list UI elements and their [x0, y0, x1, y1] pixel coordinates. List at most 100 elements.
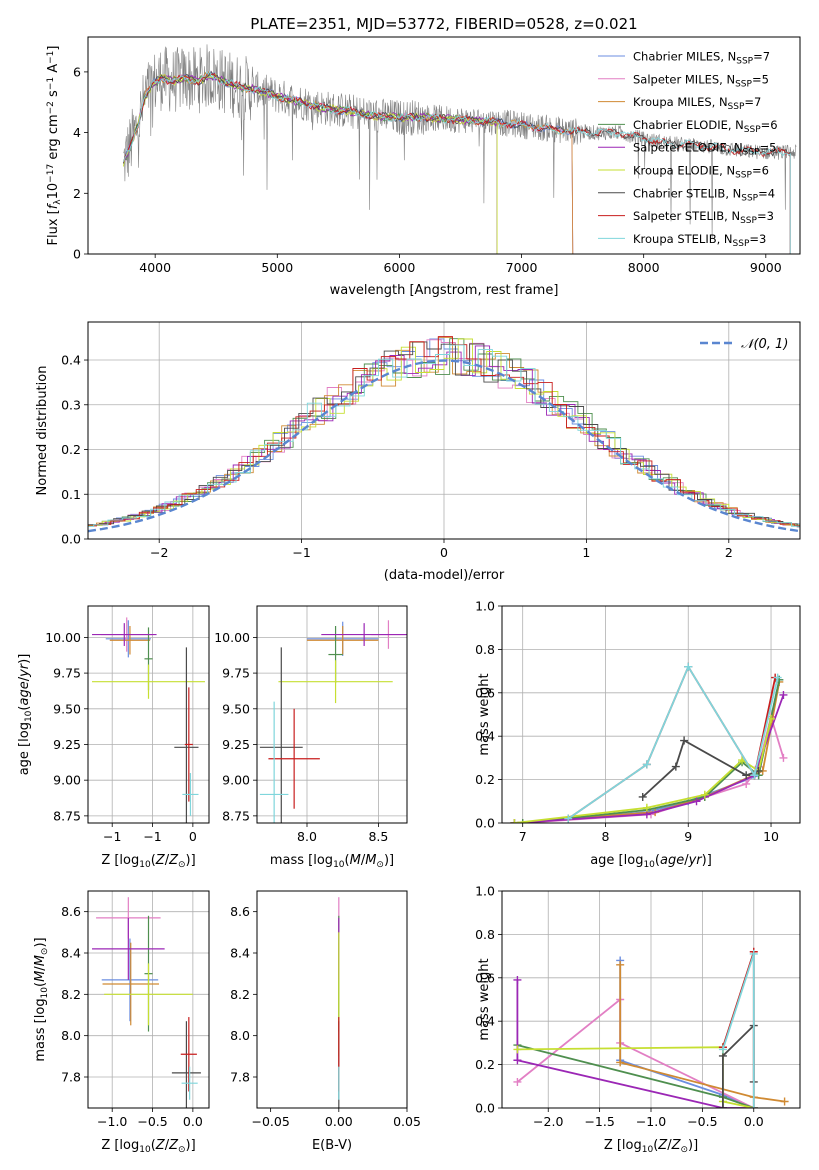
y-tick-label: 9.00 [53, 773, 81, 788]
x-tick-label: 0.00 [325, 1114, 353, 1129]
weight-line [517, 1044, 755, 1108]
y-tick-label: 10.00 [45, 630, 81, 645]
legend-label: Salpeter ELODIE, NSSP=5 [633, 141, 776, 158]
weight-marker [513, 1045, 522, 1054]
x-tick-label: −2.0 [533, 1114, 563, 1129]
weight-marker [779, 690, 788, 699]
spectrum-plot-area [123, 44, 797, 254]
y-tick-label: 1.0 [475, 599, 495, 614]
y-tick-label: 7.8 [61, 1070, 81, 1085]
axes-frame [256, 605, 408, 824]
weight-marker [718, 1045, 727, 1054]
y-tick-label: 9.25 [53, 737, 81, 752]
x-axis-label: Z [log10(Z/Z⊙)] [101, 853, 195, 870]
model-spectrum [123, 72, 791, 254]
y-tick-label: 0.0 [61, 532, 81, 547]
y-axis-label: Normed distribution [35, 366, 50, 496]
x-tick-label: −0.5 [137, 1114, 167, 1129]
axes-frame [87, 605, 210, 824]
model-spectrum [123, 70, 791, 254]
axes-frame [87, 321, 801, 540]
legend-label: 𝒩(0, 1) [741, 337, 788, 352]
x-tick-label: 0 [440, 545, 448, 560]
y-tick-label: 9.25 [222, 737, 250, 752]
y-tick-label: 9.75 [222, 666, 250, 681]
axes-frame [501, 605, 801, 824]
y-axis-label: Flux [fλ10−17 erg cm−2 s−1 A−1] [46, 46, 63, 246]
y-axis-label: mass [log10(M/M⊙)] [33, 937, 50, 1061]
y-tick-label: 0.4 [475, 1014, 495, 1029]
weight-marker [616, 1058, 625, 1067]
y-tick-label: 8.2 [61, 987, 81, 1002]
weight-line [619, 964, 785, 1103]
legend-label: Kroupa MILES, NSSP=7 [633, 95, 761, 112]
weight-line [567, 664, 779, 820]
y-tick-label: 1.0 [475, 884, 495, 899]
y-axis-label: mass weight [477, 673, 492, 755]
normal-reference-curve [88, 359, 800, 533]
legend-label: Chabrier STELIB, NSSP=4 [633, 186, 775, 203]
x-tick-label: 0.05 [393, 1114, 421, 1129]
x-tick-label: 7 [519, 829, 527, 844]
weight-marker [564, 814, 573, 823]
y-tick-label: 0.3 [61, 397, 81, 412]
x-tick-label: −1.0 [636, 1114, 666, 1129]
x-axis-label: mass [log10(M/M⊙)] [270, 853, 394, 870]
weight-marker [513, 1077, 522, 1086]
y-tick-label: 0.8 [475, 642, 495, 657]
x-tick-label: −1.0 [97, 1114, 127, 1129]
y-tick-label: 9.50 [222, 701, 250, 716]
y-tick-label: 0.1 [61, 487, 81, 502]
y-tick-label: 0.6 [475, 685, 495, 700]
model-spectrum [123, 75, 498, 254]
x-tick-label: 8000 [628, 260, 660, 275]
legend-label: Chabrier MILES, NSSP=7 [633, 50, 770, 67]
weight-marker [684, 662, 693, 671]
y-tick-label: 0.0 [475, 816, 495, 831]
y-tick-label: 8.75 [222, 808, 250, 823]
y-tick-label: 8.6 [230, 904, 250, 919]
y-tick-label: 0.4 [475, 729, 495, 744]
figure-title: PLATE=2351, MJD=53772, FIBERID=0528, z=0… [250, 15, 637, 33]
weight-marker [513, 1056, 522, 1065]
x-tick-label: 7000 [506, 260, 538, 275]
age_vs_mass-panel: 8.0 8.5 8.75 9.00 9.25 9.50 9.75 10.00 mass [log… [214, 605, 408, 870]
residual-histogram [88, 336, 800, 527]
weight-marker [680, 736, 689, 745]
weight_vs_Z-panel: −2.0 −1.5 −1.0 −0.5 0.0 0.0 0.2 0.4 0.6 0.8 1.0 mas… [475, 884, 801, 1155]
model-spectrum [123, 71, 791, 254]
x-tick-label: −0.05 [251, 1114, 289, 1129]
axes-frame [501, 890, 801, 1109]
weight-marker [750, 771, 759, 780]
weight-marker [642, 760, 651, 769]
y-tick-label: 0.2 [475, 772, 495, 787]
x-tick-label: 2 [725, 545, 733, 560]
axes-frame [87, 890, 210, 1109]
x-tick-label: −1.5 [584, 1114, 614, 1129]
weight_vs_age-panel: 7 8 9 10 0.0 0.2 0.4 0.6 0.8 1.0 mass weight age [l… [475, 599, 801, 870]
y-tick-label: 0.6 [475, 970, 495, 985]
weight-marker [773, 673, 782, 682]
mass_vs_Z-plot-area [92, 897, 201, 1108]
x-tick-label: 4000 [139, 260, 171, 275]
x-axis-label: Z [log10(Z/Z⊙)] [604, 1138, 698, 1155]
y-tick-label: 0.2 [61, 442, 81, 457]
y-tick-label: 4 [73, 125, 81, 140]
mass_vs_Z-panel: −1.0 −0.5 0.0 7.8 8.0 8.2 8.4 8.6 Z [log10(Z/Z⊙)… [33, 890, 210, 1155]
weight-marker [742, 779, 751, 788]
y-tick-label: 0.0 [475, 1101, 495, 1116]
weight_vs_age-plot-area [510, 662, 788, 823]
y-tick-label: 8.0 [61, 1028, 81, 1043]
x-tick-label: 8.5 [368, 829, 388, 844]
spectrum-legend: Chabrier MILES, NSSP=7 Salpeter MILES, NS… [598, 50, 778, 249]
x-tick-label: 0 [189, 829, 197, 844]
y-tick-label: 8.4 [230, 946, 250, 961]
weight-marker [742, 771, 751, 780]
weight-marker [779, 753, 788, 762]
age_vs_Z-panel: −1 −1 0 8.75 9.00 9.25 9.50 9.75 10.00 Z [log10(Z… [17, 605, 210, 870]
y-tick-label: 7.8 [230, 1070, 250, 1085]
weight-line [642, 739, 759, 798]
weight-marker [638, 792, 647, 801]
x-tick-label: 0.0 [744, 1114, 764, 1129]
